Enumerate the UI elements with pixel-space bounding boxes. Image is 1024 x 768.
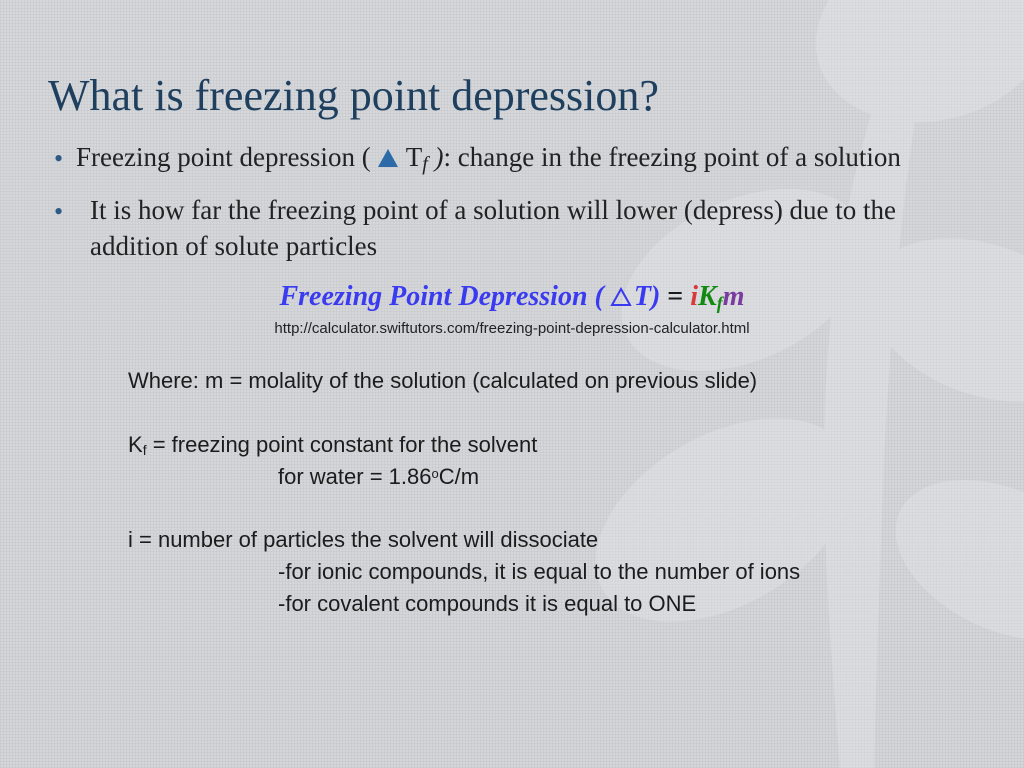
def-m: m = molality of the solution (calculated… — [205, 368, 757, 393]
definitions-block: Where: m = molality of the solution (cal… — [128, 365, 916, 620]
slide-content: What is freezing point depression? Freez… — [0, 0, 1024, 768]
citation-url: http://calculator.swiftutors.com/freezin… — [48, 320, 976, 337]
formula-m: m — [723, 281, 745, 312]
bullet-list: Freezing point depression ( Tf ): change… — [48, 139, 976, 265]
bullet-2: It is how far the freezing point of a so… — [76, 192, 976, 265]
def-kf-pre: K — [128, 432, 143, 457]
formula-lhs-close: T) — [634, 281, 667, 312]
bullet-1-post: : change in the freezing point of a solu… — [444, 142, 901, 172]
delta-solid-icon — [377, 148, 399, 168]
def-i-line2: -for ionic compounds, it is equal to the… — [128, 556, 916, 588]
delta-outline-icon — [610, 287, 632, 307]
formula-i: i — [690, 281, 698, 312]
formula-equals: = — [667, 281, 690, 312]
def-kf-water: for water = 1.86oC/m — [128, 461, 916, 493]
formula-equation: Freezing Point Depression (T) = iKfm — [48, 281, 976, 314]
slide-title: What is freezing point depression? — [48, 70, 976, 121]
bullet-1-sym: Tf ) — [399, 142, 443, 172]
formula-k: K — [698, 281, 717, 312]
where-label: Where: — [128, 368, 205, 393]
def-kf-post: = freezing point constant for the solven… — [147, 432, 538, 457]
bullet-1-pre: Freezing point depression ( — [76, 142, 377, 172]
formula-lhs: Freezing Point Depression ( — [279, 281, 603, 312]
def-i-line3: -for covalent compounds it is equal to O… — [128, 588, 916, 620]
bullet-1: Freezing point depression ( Tf ): change… — [76, 139, 976, 178]
def-i-line1: i = number of particles the solvent will… — [128, 527, 598, 552]
